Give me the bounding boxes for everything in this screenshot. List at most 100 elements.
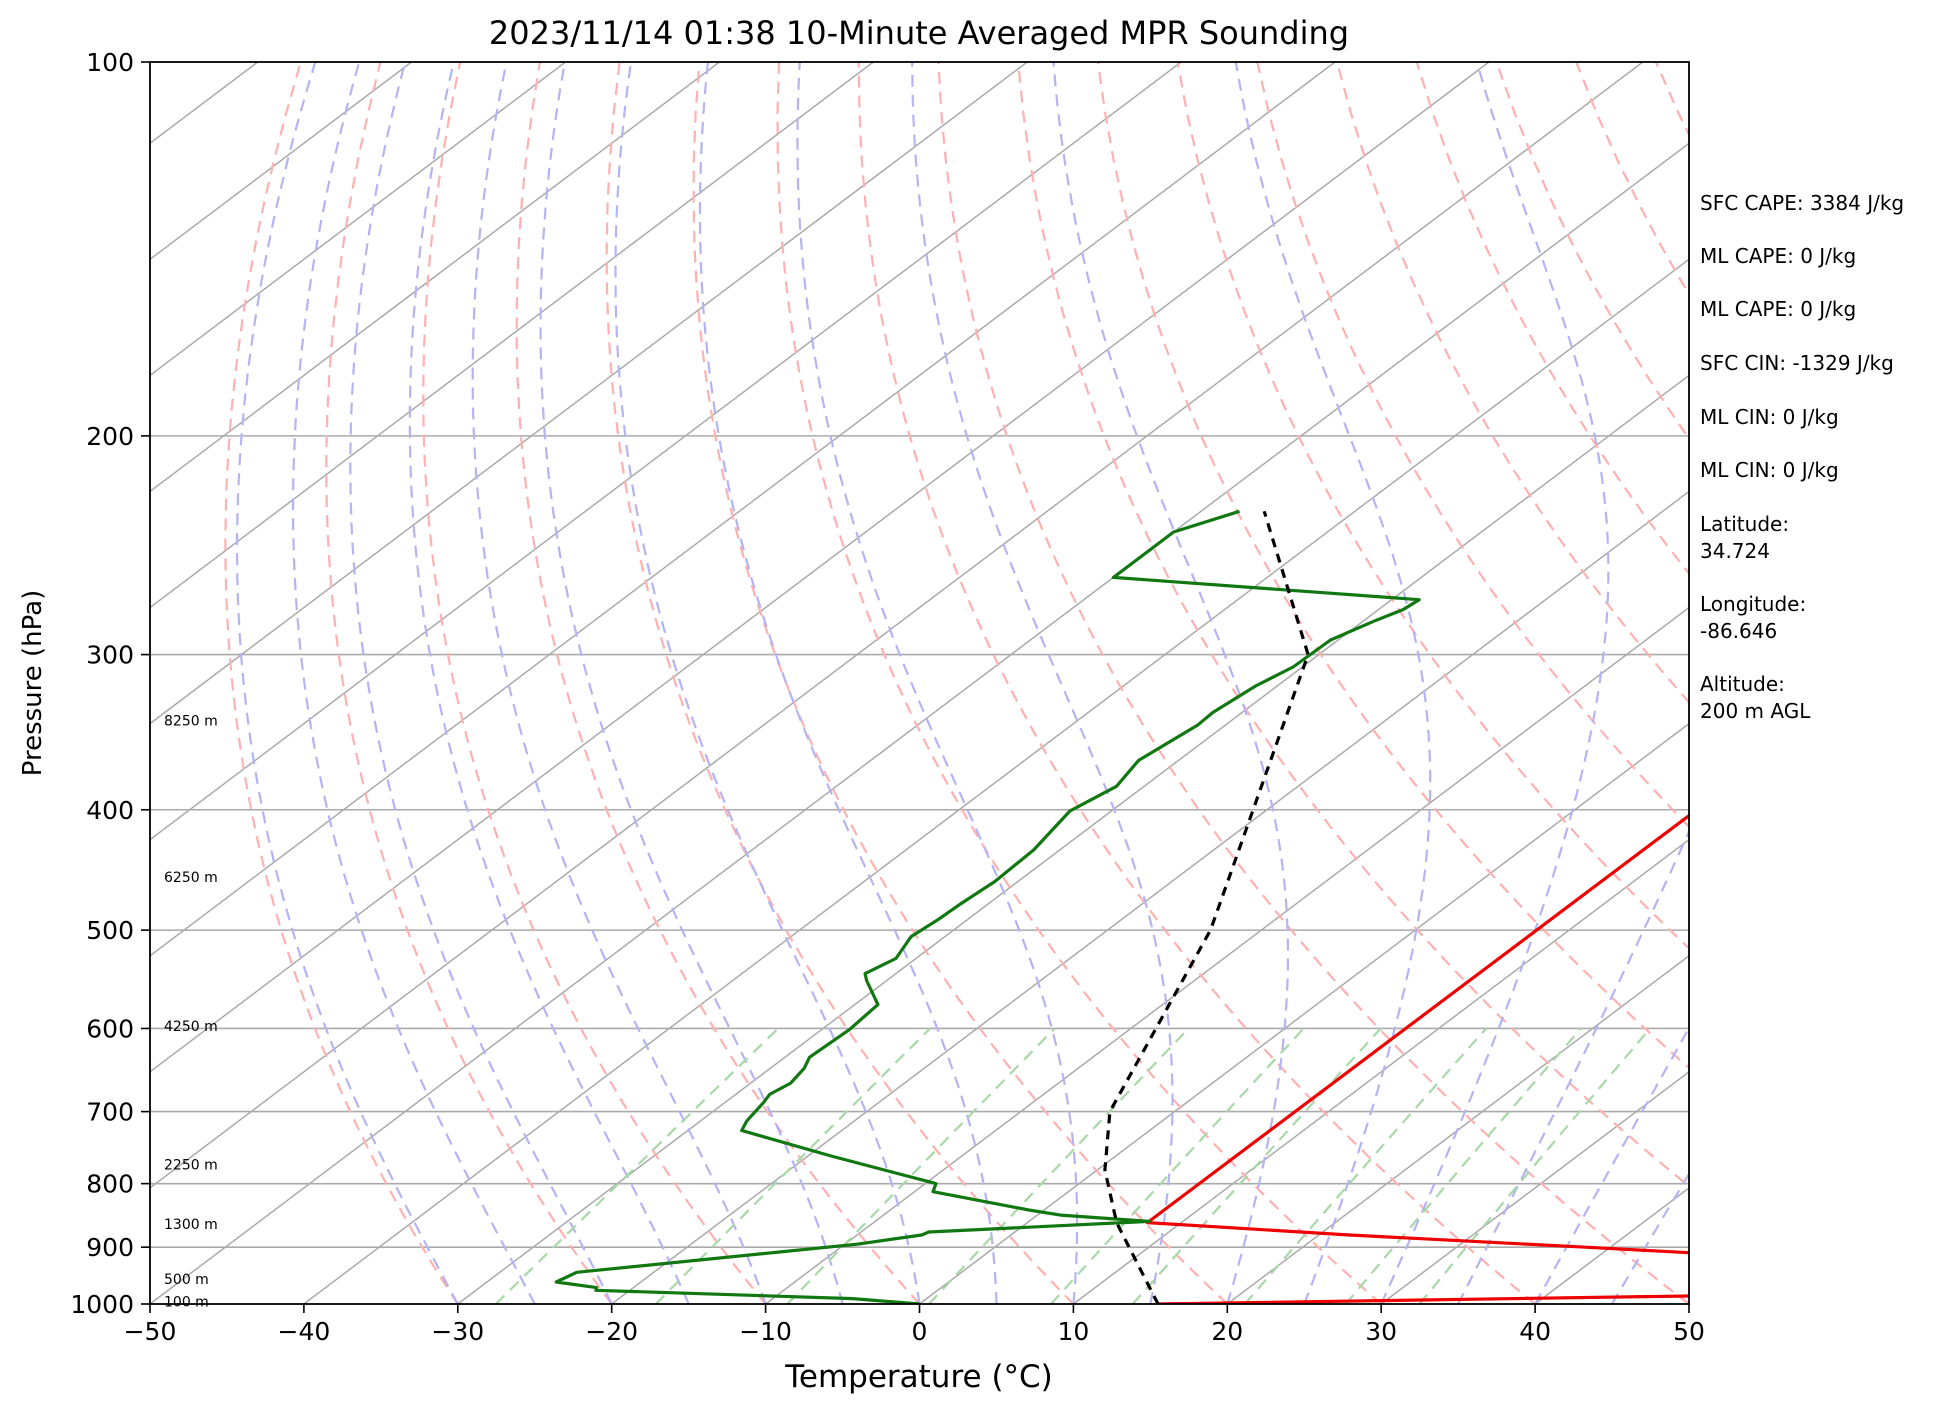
y-tick-label: 500 — [86, 916, 134, 945]
chart-title: 2023/11/14 01:38 10-Minute Averaged MPR … — [489, 14, 1349, 52]
sounding-profiles — [554, 509, 1689, 1304]
sounding-parameter: ML CAPE: 0 J/kg — [1700, 244, 1857, 268]
isotherm-line — [1226, 954, 1689, 1304]
moist-adiabat-line — [614, 62, 921, 1304]
sounding-parameter: ML CIN: 0 J/kg — [1700, 405, 1839, 429]
x-tick-label: 50 — [1673, 1317, 1705, 1346]
mixing-ratio-line — [1344, 1027, 1582, 1304]
y-tick-label: 400 — [86, 796, 134, 825]
sounding-series-1 — [554, 509, 1421, 1304]
moist-adiabat-line — [911, 62, 1174, 1304]
moist-adiabat-line — [1611, 1171, 1689, 1304]
isotherm-line — [150, 142, 1689, 1304]
x-tick-label: 0 — [912, 1317, 928, 1346]
isotherm-line — [150, 62, 566, 377]
dry-adiabat-line — [515, 62, 921, 1304]
moist-adiabat-line — [1380, 62, 1610, 1304]
moist-adiabat-line — [539, 62, 844, 1304]
y-tick-label: 1000 — [70, 1290, 134, 1319]
mixing-ratio-line — [1131, 1027, 1382, 1304]
x-tick-label: 10 — [1057, 1317, 1089, 1346]
isotherm-line — [1072, 838, 1689, 1304]
x-tick-label: −50 — [124, 1317, 177, 1346]
isotherm-line — [150, 62, 874, 609]
y-tick-label: 100 — [86, 48, 134, 77]
moist-adiabat-line — [236, 62, 459, 1304]
x-tick-label: 30 — [1365, 1317, 1397, 1346]
moist-adiabat-line — [698, 62, 998, 1304]
height-label: 1300 m — [164, 1217, 218, 1233]
mixing-ratio-line — [928, 1027, 1190, 1304]
y-axis: 100 200 300 400 500 600 700 800 900 1000 — [70, 48, 150, 1319]
isotherm-line — [150, 62, 1336, 957]
moist-adiabat-line — [1234, 62, 1432, 1304]
x-tick-label: −40 — [278, 1317, 331, 1346]
y-tick-label: 800 — [86, 1170, 134, 1199]
y-tick-label: 700 — [86, 1098, 134, 1127]
sounding-parameter: SFC CAPE: 3384 J/kg — [1700, 191, 1905, 215]
y-tick-label: 300 — [86, 641, 134, 670]
isotherm-line — [150, 62, 1490, 1073]
y-axis-label: Pressure (hPa) — [18, 590, 48, 777]
isotherm-line — [1380, 1070, 1689, 1304]
sounding-parameter: Altitude: 200 m AGL — [1700, 672, 1811, 723]
dry-adiabat-line — [1415, 62, 1689, 576]
dry-adiabat-line — [937, 62, 1689, 1304]
dry-adiabat-line — [1895, 62, 1936, 1304]
background-lines — [150, 62, 1936, 1304]
isotherm-line — [150, 62, 413, 261]
isotherm-line — [150, 62, 720, 493]
dry-adiabat-line — [224, 62, 459, 1304]
y-tick-label: 200 — [86, 422, 134, 451]
mixing-ratio-line — [655, 1027, 931, 1304]
isotherm-line — [919, 722, 1689, 1304]
sounding-series-2 — [1103, 510, 1310, 1304]
x-axis-label: Temperature (°C) — [784, 1359, 1053, 1395]
moist-adiabat-line — [408, 62, 690, 1304]
isotherm-line — [611, 490, 1689, 1304]
height-label: 4250 m — [164, 1019, 218, 1035]
height-label: 500 m — [164, 1272, 209, 1288]
y-tick-label: 600 — [86, 1014, 134, 1043]
height-label: 2250 m — [164, 1157, 218, 1173]
mixing-ratio-line — [1244, 1027, 1488, 1304]
height-label: 100 m — [164, 1294, 209, 1310]
sounding-parameter: ML CAPE: 0 J/kg — [1700, 297, 1857, 321]
moist-adiabat-line — [292, 62, 536, 1304]
height-label: 8250 m — [164, 714, 218, 730]
dry-adiabat-line — [1256, 62, 1689, 829]
moist-adiabat-line — [1534, 1025, 1689, 1304]
isotherm-line — [150, 62, 1028, 725]
sounding-parameter: Longitude: -86.646 — [1700, 592, 1807, 643]
x-tick-label: 20 — [1211, 1317, 1243, 1346]
moist-adiabat-line — [349, 62, 613, 1304]
isotherm-line — [303, 258, 1689, 1304]
isotherm-line — [765, 606, 1689, 1304]
isotherm-line — [150, 62, 1182, 841]
x-tick-label: −30 — [431, 1317, 484, 1346]
dry-adiabat-line — [325, 62, 613, 1304]
isotherm-line — [457, 374, 1689, 1304]
sounding-parameter: ML CIN: 0 J/kg — [1700, 458, 1839, 482]
dry-adiabat-line — [1335, 62, 1689, 704]
x-tick-label: 40 — [1519, 1317, 1551, 1346]
moist-adiabat-line — [1457, 828, 1689, 1304]
y-tick-label: 900 — [86, 1233, 134, 1262]
mixing-ratio-line — [1418, 1027, 1651, 1304]
sounding-parameter: SFC CIN: -1329 J/kg — [1700, 351, 1894, 375]
mixing-ratio-line — [495, 1027, 779, 1304]
x-tick-label: −20 — [585, 1317, 638, 1346]
dry-adiabat-line — [422, 62, 767, 1304]
mixing-ratio-line — [1050, 1027, 1305, 1304]
height-label: 6250 m — [164, 870, 218, 886]
moist-adiabat-line — [471, 62, 767, 1304]
moist-adiabat-line — [1052, 62, 1290, 1304]
isotherm-line — [150, 62, 1644, 1189]
dry-adiabat-line — [1017, 62, 1689, 1188]
plot-frame — [149, 61, 1690, 1305]
height-labels: 100 m 500 m 1300 m 2250 m 4250 m 6250 m 8250 m — [164, 714, 218, 1311]
dry-adiabat-line — [857, 62, 1536, 1304]
mixing-ratio-line — [786, 1027, 1056, 1304]
dry-adiabat-line — [776, 62, 1382, 1304]
